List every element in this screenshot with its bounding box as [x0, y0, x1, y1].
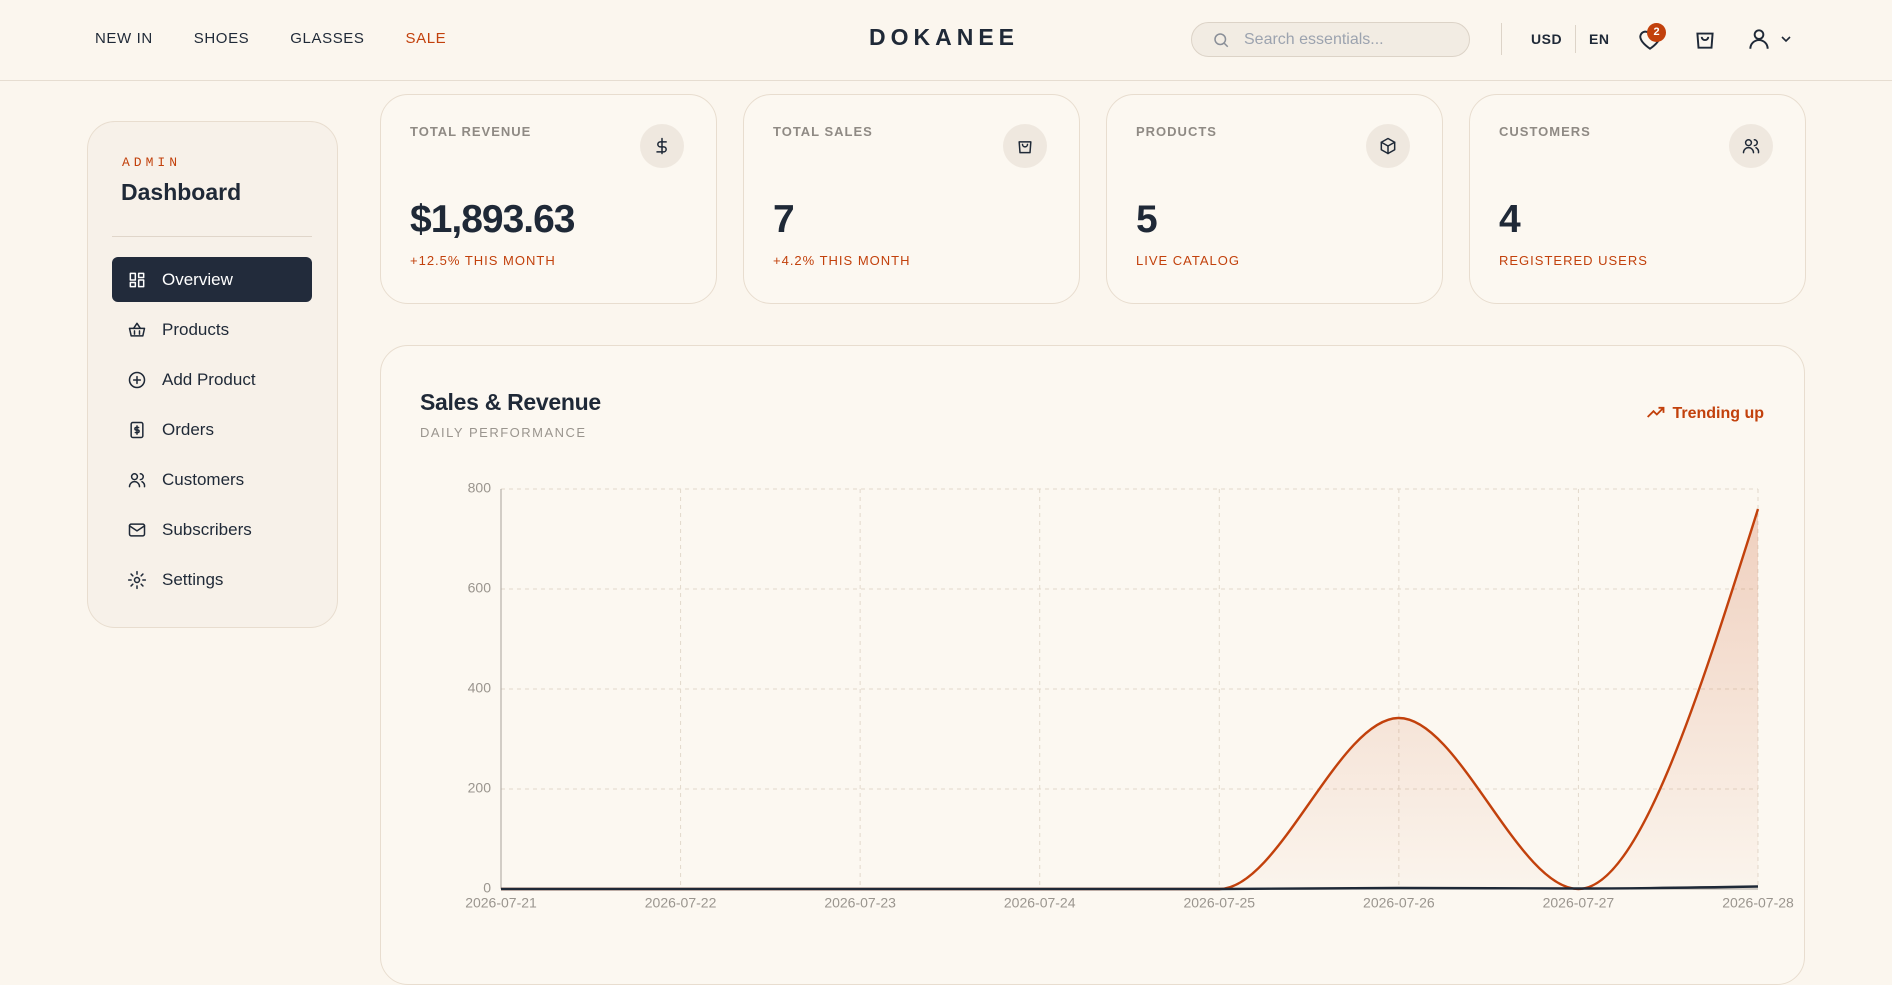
- menu-item[interactable]: Overview: [112, 257, 312, 302]
- panel-title: Sales & Revenue: [420, 389, 601, 415]
- menu-label: Products: [162, 320, 230, 339]
- x-tick-label: 2026-07-21: [465, 895, 537, 911]
- line: [501, 885, 1759, 891]
- y-tick-label: 400: [468, 680, 492, 696]
- sidebar-eyebrow: ADMIN: [122, 155, 182, 170]
- chevron[interactable]: [1780, 33, 1792, 45]
- stat-note: LIVE CATALOG: [1136, 253, 1240, 268]
- nav-link[interactable]: GLASSES: [290, 30, 365, 47]
- chart: 0 200 400 600 800 2026-07-21 2026-07-22 2026-07…: [465, 480, 1794, 911]
- currency[interactable]: USD: [1531, 31, 1563, 47]
- y-tick-label: 800: [468, 480, 492, 496]
- stat-label: TOTAL REVENUE: [410, 124, 532, 139]
- stat-value: 7: [773, 198, 795, 241]
- divider: [1501, 23, 1502, 55]
- top-bar: NEW IN SHOES GLASSES SALE DOKANEE Search es…: [0, 0, 1892, 81]
- wishlist-badge: 2: [1647, 23, 1666, 42]
- user-icon[interactable]: [1746, 26, 1772, 52]
- nav-link[interactable]: SHOES: [193, 30, 250, 47]
- stat-value: 4: [1499, 198, 1521, 241]
- divider: [1575, 25, 1576, 53]
- menu-label: Settings: [162, 570, 224, 589]
- line: [501, 508, 1760, 891]
- icon: [1018, 141, 1032, 154]
- stat-note: +12.5% THIS MONTH: [410, 253, 556, 268]
- chart-panel: [380, 345, 1805, 985]
- menu-label: Customers: [162, 470, 245, 489]
- menu-label: Subscribers: [162, 520, 252, 539]
- y-tick-label: 0: [483, 880, 491, 896]
- menu-item[interactable]: Customers: [112, 457, 312, 502]
- stat-label: CUSTOMERS: [1499, 124, 1591, 139]
- menu-item[interactable]: Subscribers: [112, 507, 312, 552]
- stat-value: 5: [1136, 198, 1158, 241]
- trend-text: Trending up: [1672, 405, 1764, 422]
- trend-icon: [1647, 406, 1665, 418]
- x-tick-label: 2026-07-27: [1543, 895, 1615, 911]
- divider: [112, 236, 312, 237]
- menu-item[interactable]: Products: [112, 307, 312, 352]
- x-tick-label: 2026-07-22: [645, 895, 717, 911]
- stat-icon: [1729, 124, 1773, 168]
- menu-label: Overview: [162, 270, 233, 289]
- menu-item[interactable]: Orders: [112, 407, 312, 452]
- main-nav: NEW IN SHOES GLASSES SALE: [95, 30, 446, 47]
- stat-note: REGISTERED USERS: [1499, 253, 1648, 268]
- icon: [130, 421, 144, 439]
- stat-icon: [640, 124, 684, 168]
- x-tick-label: 2026-07-25: [1183, 895, 1255, 911]
- panel-subtitle: DAILY PERFORMANCE: [420, 425, 587, 440]
- trend-badge: Trending up: [1646, 404, 1764, 423]
- x-tick-label: 2026-07-28: [1722, 895, 1794, 911]
- menu-item[interactable]: Add Product: [112, 357, 312, 402]
- menu-label: Add Product: [162, 370, 256, 389]
- icon: [656, 137, 667, 155]
- icon: [128, 473, 146, 488]
- stat-icon: [1366, 124, 1410, 168]
- area-fill: [501, 509, 1758, 889]
- stat-icon: [1003, 124, 1047, 168]
- nav-link[interactable]: SALE: [405, 30, 447, 47]
- search-box[interactable]: Search essentials...: [1191, 22, 1470, 57]
- icon: [1742, 139, 1760, 154]
- icon: [128, 322, 146, 337]
- icon: [128, 523, 146, 537]
- icon: [1380, 137, 1396, 155]
- nav-link[interactable]: NEW IN: [95, 30, 153, 47]
- stat-value: $1,893.63: [410, 198, 576, 241]
- menu-item[interactable]: Settings: [112, 557, 312, 602]
- x-tick-label: 2026-07-24: [1004, 895, 1076, 911]
- menu-label: Orders: [162, 420, 214, 439]
- sidebar-title: Dashboard: [121, 179, 242, 205]
- sidebar: [87, 121, 338, 628]
- x-tick-label: 2026-07-23: [824, 895, 896, 911]
- stat-note: +4.2% THIS MONTH: [773, 253, 911, 268]
- search-icon: [1214, 33, 1229, 48]
- stat-label: PRODUCTS: [1136, 124, 1217, 139]
- logo[interactable]: DOKANEE: [868, 24, 1019, 50]
- icon: [127, 570, 147, 590]
- language[interactable]: EN: [1589, 31, 1610, 47]
- cart-icon[interactable]: [1692, 26, 1718, 52]
- y-tick-label: 200: [468, 780, 492, 796]
- stat-label: TOTAL SALES: [773, 124, 873, 139]
- y-tick-label: 600: [468, 580, 492, 596]
- search-placeholder: Search essentials...: [1244, 31, 1384, 48]
- x-tick-label: 2026-07-26: [1363, 895, 1435, 911]
- icon: [128, 371, 146, 389]
- icon: [129, 272, 145, 288]
